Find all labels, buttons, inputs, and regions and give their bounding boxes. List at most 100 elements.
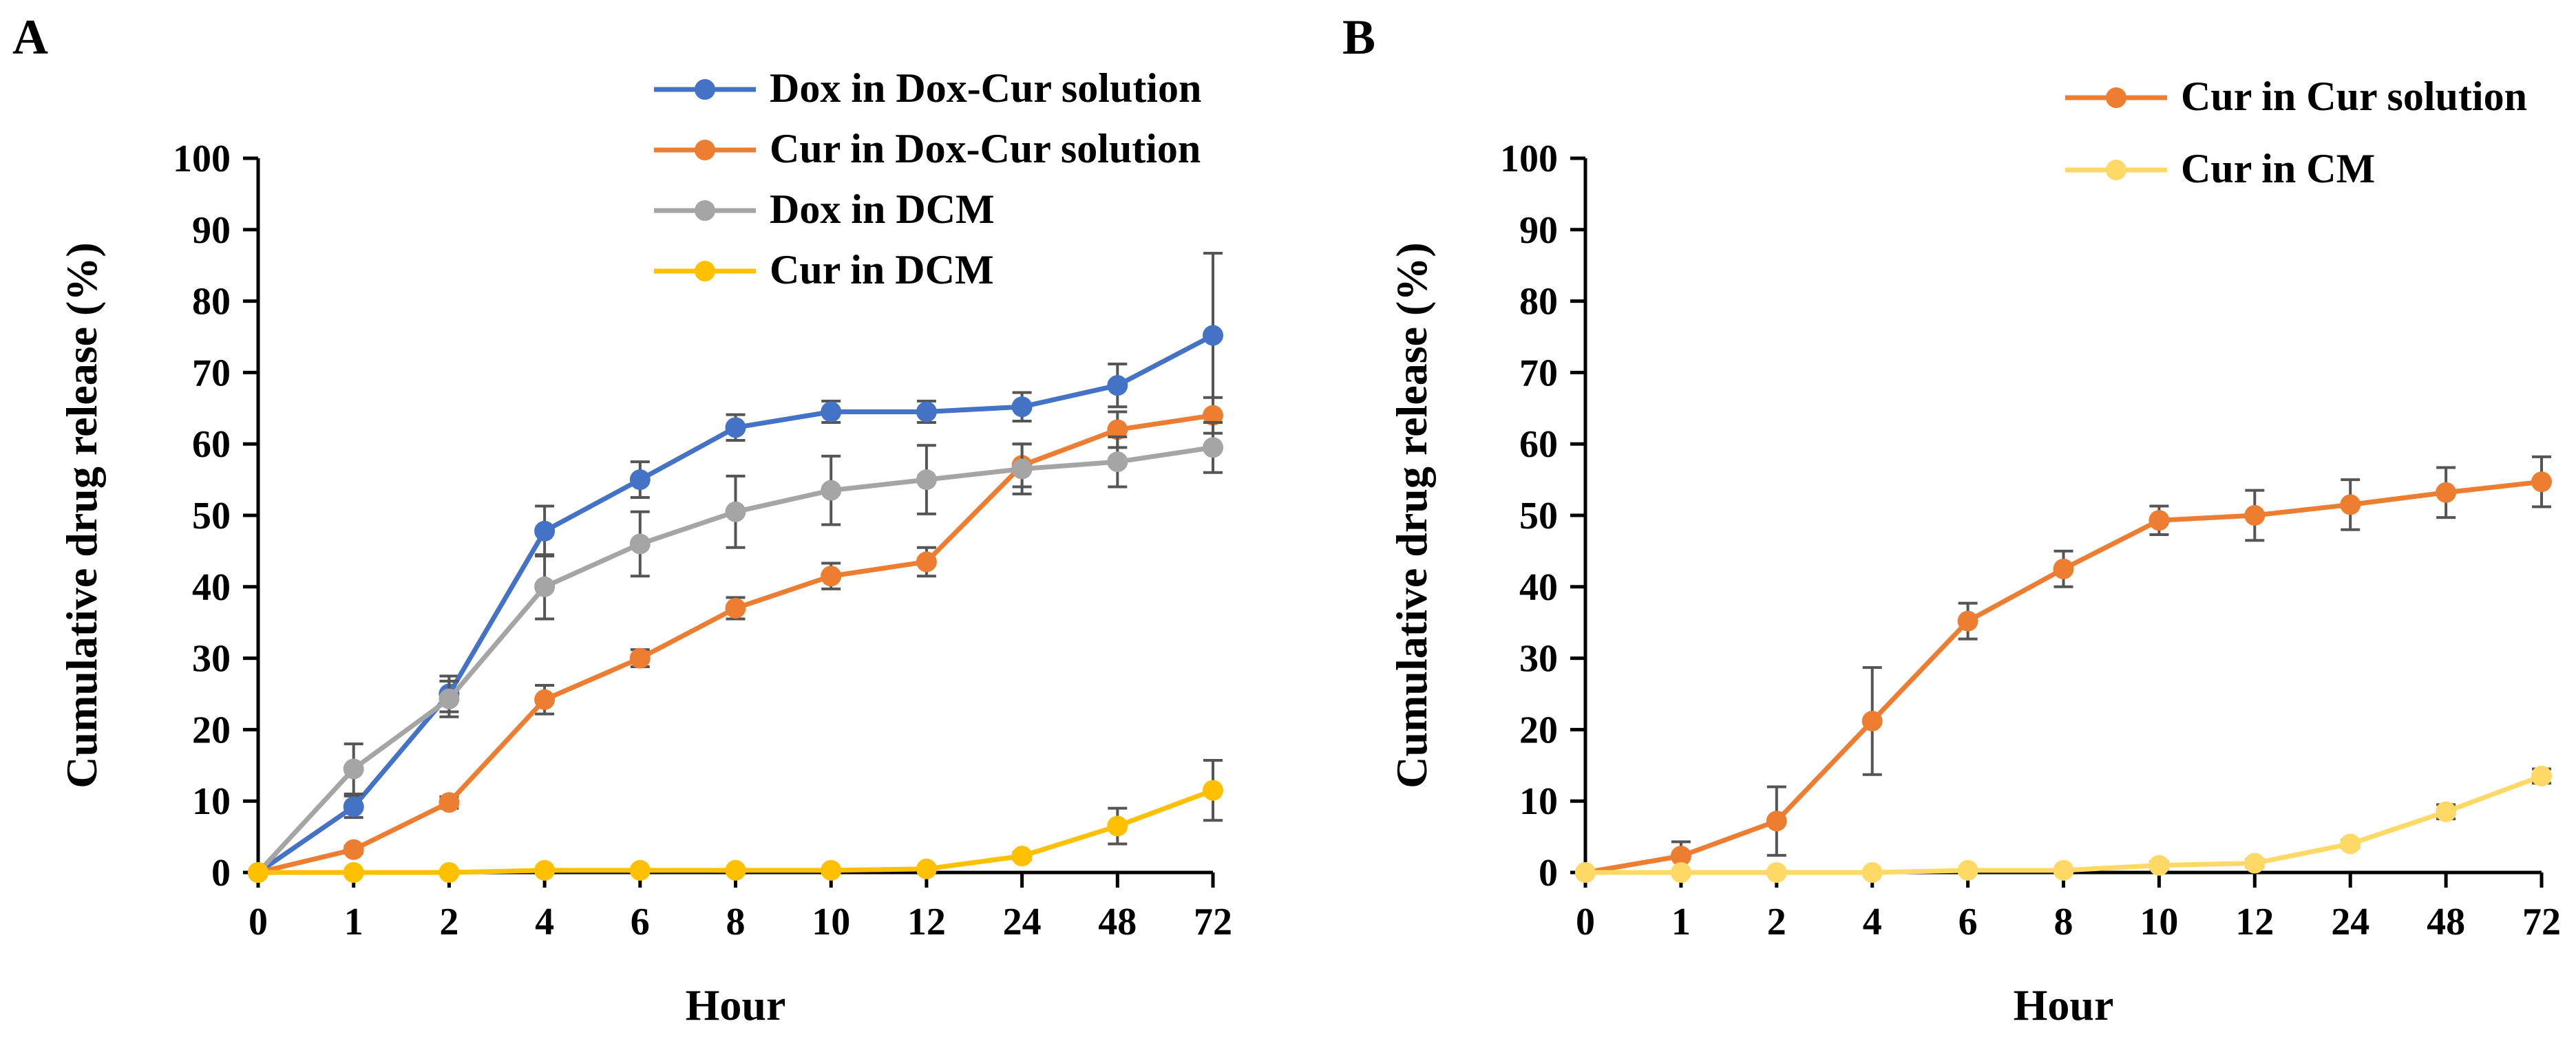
panel-a-x-tick-label: 24 <box>1003 901 1042 943</box>
panel-a-series-1-point <box>1011 396 1033 418</box>
panel-a-series-3-point <box>629 533 651 555</box>
panel-a-x-tick-label: 12 <box>907 901 946 943</box>
panel-a-series-2-point <box>343 839 364 860</box>
panel-b-y-axis-title: Cumulative drug release (%) <box>1387 242 1436 788</box>
panel-a-legend-marker <box>695 79 715 100</box>
panel-b-y-tick-label: 10 <box>1519 780 1558 823</box>
panel-a-legend-label: Cur in DCM <box>770 247 994 292</box>
panel-b-x-tick-label: 24 <box>2331 901 2369 943</box>
panel-a-legend-label: Dox in DCM <box>770 186 995 232</box>
panel-b-series-1-point <box>2340 494 2361 515</box>
panel-b-series-1-point <box>1670 846 1691 867</box>
panel-a-y-tick-label: 50 <box>192 495 231 537</box>
panel-a-series-4-point <box>343 862 364 883</box>
panel-b-series-2-point <box>1766 862 1787 883</box>
panel-b-x-tick-label: 6 <box>1959 901 1978 943</box>
panel-b-series-2-point <box>2436 801 2457 822</box>
panel-a-y-axis-title: Cumulative drug release (%) <box>57 242 106 788</box>
panel-b-y-tick-label: 60 <box>1519 423 1558 466</box>
panel-b-series-2-point <box>1861 862 1883 883</box>
panel-a-series-4-point <box>1203 780 1223 801</box>
panel-a-series-3-point <box>343 758 364 780</box>
panel-a-y-tick-label: 90 <box>192 209 231 252</box>
panel-b-legend-label: Cur in Cur solution <box>2181 74 2527 119</box>
panel-a-series-3-point <box>821 480 842 501</box>
panel-b-y-tick-label: 50 <box>1519 495 1558 537</box>
panel-a-legend-marker <box>695 261 715 281</box>
panel-b-y-tick-label: 40 <box>1519 566 1558 609</box>
panel-b-series-2-point <box>1670 862 1691 883</box>
panel-b-x-tick-label: 0 <box>1576 901 1595 943</box>
panel-b-x-tick-label: 8 <box>2054 901 2073 943</box>
panel-a-series-3-point <box>725 501 746 522</box>
panel-a-series-2-point <box>821 566 842 587</box>
panel-b-x-tick-label: 4 <box>1863 901 1882 943</box>
panel-b-series-2-point <box>2149 855 2170 876</box>
panel-a-y-tick-label: 70 <box>192 352 231 394</box>
panel-a-y-tick-label: 10 <box>192 780 231 823</box>
panel-a-x-tick-label: 48 <box>1098 901 1137 943</box>
panel-b-series-1-point <box>2053 558 2074 579</box>
panel-a-x-tick-label: 10 <box>812 901 850 943</box>
panel-b-series-1-point <box>2436 482 2457 503</box>
panel-a-series-4-point <box>1107 815 1128 837</box>
panel-a-series-1-point <box>629 469 651 491</box>
panel-a-series-2-point <box>1107 419 1128 440</box>
panel-a-series-3-point <box>534 576 556 597</box>
panel-b-y-tick-label: 100 <box>1500 138 1558 180</box>
panel-a-series-4-point <box>248 862 268 883</box>
panel-b-series-2-point <box>2244 853 2266 874</box>
panel-b-series-1-point <box>1766 811 1787 832</box>
panel-b-x-tick-label: 10 <box>2140 901 2178 943</box>
panel-a-series-3-point <box>1107 451 1128 473</box>
panel-a-y-tick-label: 60 <box>192 423 231 466</box>
panel-b-series-2-point <box>1575 862 1596 883</box>
panel-b-x-axis-title: Hour <box>2014 981 2114 1029</box>
panel-a-series-3-point <box>916 469 937 491</box>
panel-a-series-2-point <box>1203 405 1223 426</box>
panel-b-legend-marker <box>2106 87 2126 108</box>
panel-b-series-2-point <box>1957 859 1978 881</box>
panel-a-label: A <box>12 10 48 65</box>
panel-b-series-2-line <box>1585 773 2543 875</box>
panel-a-series-1-point <box>1203 325 1223 346</box>
panel-a-x-tick-label: 2 <box>439 901 458 943</box>
panel-a-series-2-point <box>534 689 556 710</box>
panel-a-y-tick-label: 40 <box>192 566 231 609</box>
panel-b-y-tick-label: 90 <box>1519 209 1558 252</box>
panel-b-legend-marker <box>2106 160 2126 180</box>
panel-a-series-4-point <box>1011 846 1033 867</box>
panel-a-series-2-point <box>629 647 651 669</box>
panel-a-legend-label: Cur in Dox-Cur solution <box>770 126 1201 171</box>
panel-a-y-tick-label: 30 <box>192 638 231 681</box>
panel-a-series-3-point <box>439 688 460 709</box>
panel-a-x-tick-label: 6 <box>631 901 650 943</box>
panel-a-x-tick-label: 8 <box>726 901 746 943</box>
panel-a-series-1-point <box>916 401 937 422</box>
panel-a-series-4-point <box>916 858 937 879</box>
panel-a-y-tick-label: 80 <box>192 281 231 323</box>
panel-a-y-tick-label: 0 <box>211 852 231 895</box>
panel-b-series-1-point <box>2244 505 2266 526</box>
panel-b-x-tick-label: 12 <box>2235 901 2274 943</box>
panel-b-series-2-point <box>2340 833 2361 855</box>
panel-a-x-axis-title: Hour <box>686 981 786 1029</box>
panel-a-series-2-point <box>439 792 460 813</box>
panel-b-y-tick-label: 80 <box>1519 281 1558 323</box>
panel-a-series-4-point <box>439 862 460 883</box>
panel-b-series-1-point <box>2531 471 2552 493</box>
panel-b-x-tick-label: 2 <box>1767 901 1786 943</box>
panel-a-series-4-point <box>821 859 842 881</box>
panel-a-series-4-point <box>629 859 651 881</box>
panel-a-series-1-point <box>534 520 556 542</box>
panel-a-x-tick-label: 72 <box>1194 901 1232 943</box>
panel-a-series-2-point <box>916 551 937 572</box>
panel-b-series-1-point <box>1861 710 1883 731</box>
panel-a-series-1-point <box>1107 375 1128 396</box>
panel-a-series-3-point <box>1011 458 1033 480</box>
panel-b-y-tick-label: 0 <box>1539 852 1558 895</box>
panel-b-x-tick-label: 48 <box>2427 901 2465 943</box>
panel-b-legend-label: Cur in CM <box>2181 146 2375 191</box>
panel-b-y-tick-label: 70 <box>1519 352 1558 394</box>
panel-a-legend-marker <box>695 140 715 160</box>
